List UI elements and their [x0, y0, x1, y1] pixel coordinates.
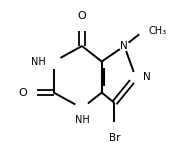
- Text: NH: NH: [31, 57, 46, 67]
- Text: N: N: [143, 72, 151, 82]
- Text: CH₃: CH₃: [148, 26, 166, 35]
- Text: N: N: [120, 41, 128, 51]
- Text: O: O: [18, 88, 27, 98]
- Text: O: O: [78, 11, 86, 22]
- Text: NH: NH: [75, 115, 89, 125]
- Text: Br: Br: [109, 133, 120, 143]
